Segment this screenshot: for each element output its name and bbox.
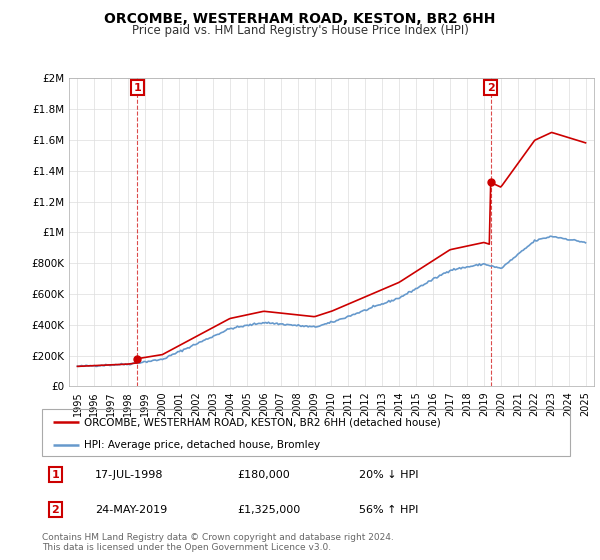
Text: This data is licensed under the Open Government Licence v3.0.: This data is licensed under the Open Gov… bbox=[42, 543, 331, 552]
Text: £1,325,000: £1,325,000 bbox=[238, 505, 301, 515]
Text: 20% ↓ HPI: 20% ↓ HPI bbox=[359, 470, 418, 479]
Text: £180,000: £180,000 bbox=[238, 470, 290, 479]
Text: 56% ↑ HPI: 56% ↑ HPI bbox=[359, 505, 418, 515]
Text: 2: 2 bbox=[52, 505, 59, 515]
Text: ORCOMBE, WESTERHAM ROAD, KESTON, BR2 6HH: ORCOMBE, WESTERHAM ROAD, KESTON, BR2 6HH bbox=[104, 12, 496, 26]
Text: ORCOMBE, WESTERHAM ROAD, KESTON, BR2 6HH (detached house): ORCOMBE, WESTERHAM ROAD, KESTON, BR2 6HH… bbox=[84, 417, 441, 427]
Text: 1: 1 bbox=[134, 83, 141, 92]
Text: Price paid vs. HM Land Registry's House Price Index (HPI): Price paid vs. HM Land Registry's House … bbox=[131, 24, 469, 37]
Text: 17-JUL-1998: 17-JUL-1998 bbox=[95, 470, 163, 479]
Text: Contains HM Land Registry data © Crown copyright and database right 2024.: Contains HM Land Registry data © Crown c… bbox=[42, 533, 394, 542]
Text: 2: 2 bbox=[487, 83, 494, 92]
Text: 1: 1 bbox=[52, 470, 59, 479]
Text: 24-MAY-2019: 24-MAY-2019 bbox=[95, 505, 167, 515]
Text: HPI: Average price, detached house, Bromley: HPI: Average price, detached house, Brom… bbox=[84, 440, 320, 450]
